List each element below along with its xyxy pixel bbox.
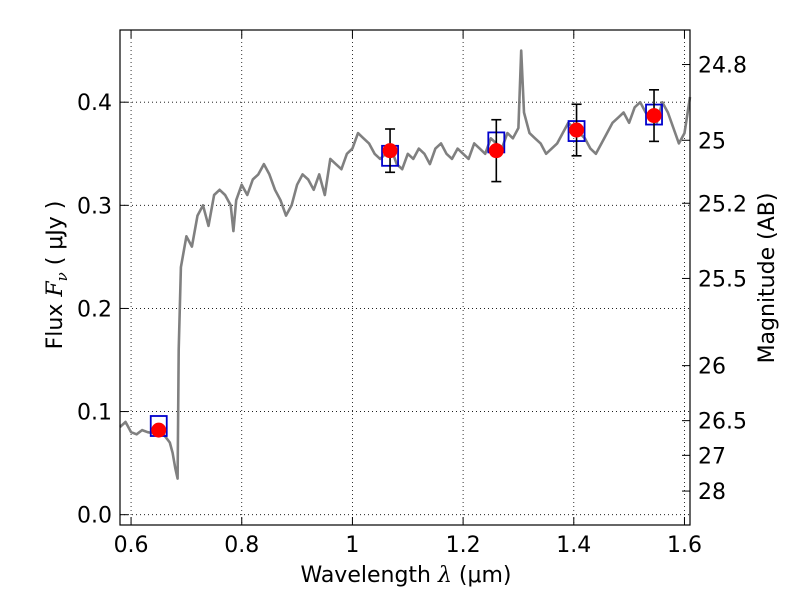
- spectrum-line: [119, 49, 692, 480]
- observed-point: [569, 122, 585, 138]
- spectrum-series: [119, 49, 692, 480]
- x-tick-label: 1.4: [556, 533, 591, 558]
- y-tick-label: 0.2: [77, 297, 112, 322]
- y2-tick-label: 24.8: [698, 54, 747, 79]
- photometry-points: [149, 89, 663, 438]
- y-tick-label: 0.0: [77, 504, 112, 529]
- y-tick-label: 0.1: [77, 401, 112, 426]
- y2-axis-label: Magnitude (AB): [755, 193, 780, 364]
- y-tick-label: 0.3: [77, 194, 112, 219]
- observed-point: [646, 108, 662, 124]
- y2-tick-label: 26.5: [698, 410, 747, 435]
- observed-point: [151, 422, 167, 438]
- y-tick-label: 0.4: [77, 91, 112, 116]
- y2-tick-label: 25.2: [698, 192, 747, 217]
- observed-point: [488, 143, 504, 159]
- x-axis-label: Wavelength λ (μm): [300, 563, 511, 588]
- x-tick-label: 0.8: [224, 533, 259, 558]
- x-tick-label: 1.6: [667, 533, 702, 558]
- y2-tick-label: 26: [698, 355, 726, 380]
- plot-frame: [119, 29, 691, 526]
- x-tick-label: 1.2: [446, 533, 481, 558]
- y2-tick-label: 25.5: [698, 267, 747, 292]
- x-tick-label: 0.6: [114, 533, 149, 558]
- grid: [120, 30, 690, 525]
- axis-ticks: 0.6 0.8 1 1.2 1.4 1.6 0.0 0.1 0.2 0.3 0.4 24.8 25 25.…: [77, 30, 747, 558]
- observed-point: [382, 143, 398, 159]
- x-tick-label: 1: [345, 533, 359, 558]
- y-axis-label: Flux Fν ( μJy ): [43, 201, 71, 350]
- y2-tick-label: 27: [698, 444, 726, 469]
- y2-tick-label: 28: [698, 480, 726, 505]
- y2-tick-label: 25: [698, 129, 726, 154]
